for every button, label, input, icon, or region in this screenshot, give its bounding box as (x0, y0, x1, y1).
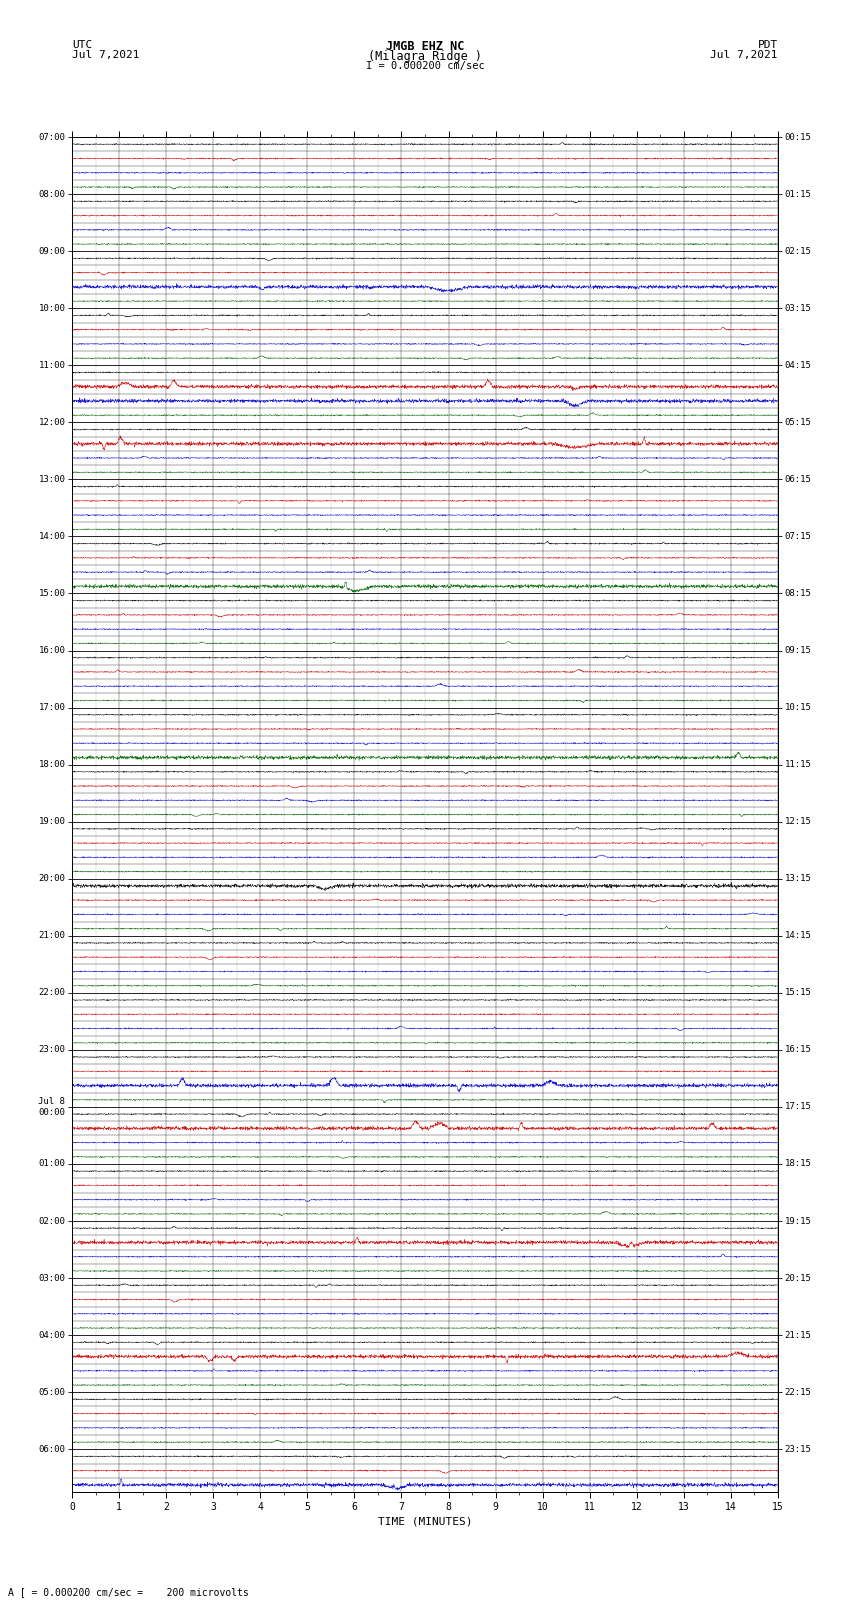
X-axis label: TIME (MINUTES): TIME (MINUTES) (377, 1516, 473, 1526)
Text: Jul 7,2021: Jul 7,2021 (72, 50, 139, 60)
Text: PDT: PDT (757, 40, 778, 50)
Text: I = 0.000200 cm/sec: I = 0.000200 cm/sec (366, 61, 484, 71)
Text: Jul 7,2021: Jul 7,2021 (711, 50, 778, 60)
Text: UTC: UTC (72, 40, 93, 50)
Text: JMGB EHZ NC: JMGB EHZ NC (386, 40, 464, 53)
Text: A [ = 0.000200 cm/sec =    200 microvolts: A [ = 0.000200 cm/sec = 200 microvolts (8, 1587, 249, 1597)
Text: (Milagra Ridge ): (Milagra Ridge ) (368, 50, 482, 63)
